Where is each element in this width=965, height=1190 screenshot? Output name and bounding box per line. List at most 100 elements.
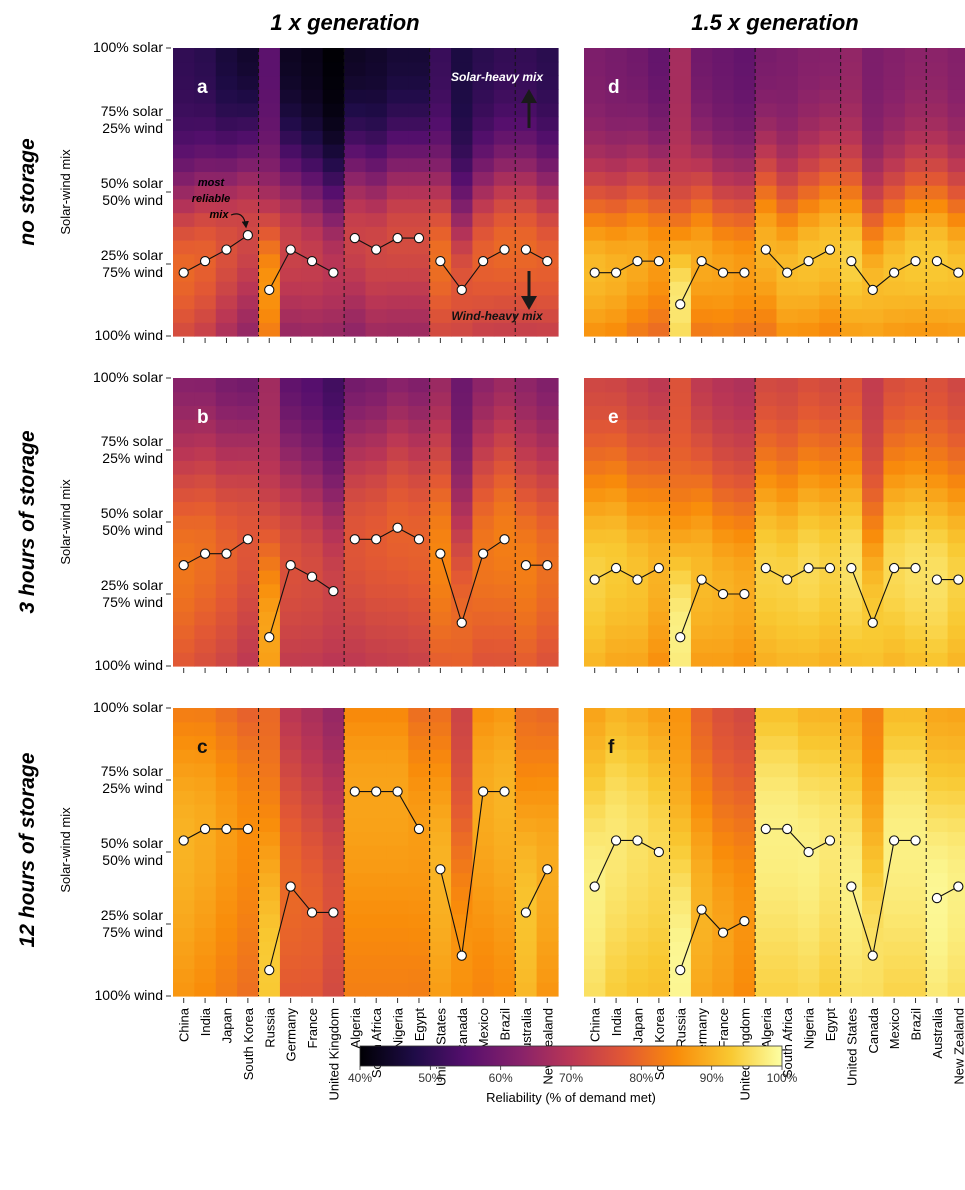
- heatmap-cell: [690, 515, 713, 530]
- heatmap-cell: [862, 378, 885, 393]
- optimal-mix-marker: [199, 823, 211, 835]
- heatmap-cell: [755, 638, 778, 653]
- heatmap-cell: [626, 281, 649, 296]
- heatmap-cell: [279, 391, 302, 407]
- heatmap-cell: [301, 542, 324, 557]
- heatmap-cell: [669, 941, 692, 956]
- heatmap-cell: [840, 708, 863, 723]
- heatmap-cell: [690, 790, 713, 805]
- heatmap-cell: [386, 968, 409, 983]
- heatmap-cell: [344, 487, 367, 503]
- heatmap-cell: [862, 570, 885, 585]
- heatmap-cell: [755, 954, 778, 970]
- heatmap-cell: [840, 776, 863, 791]
- optimal-mix-marker: [520, 244, 532, 255]
- heatmap-cell: [493, 267, 516, 282]
- heatmap-cell: [947, 171, 965, 186]
- heatmap-cell: [797, 322, 820, 337]
- heatmap-cell: [237, 735, 260, 750]
- optimal-mix-marker: [221, 244, 232, 255]
- heatmap-cell: [322, 872, 345, 887]
- heatmap-cell: [926, 804, 949, 819]
- heatmap-cell: [947, 185, 965, 200]
- heatmap-cell: [429, 144, 452, 159]
- heatmap-cell: [237, 61, 260, 77]
- heatmap-cell: [904, 130, 927, 145]
- heatmap-cell: [322, 886, 345, 901]
- heatmap-cell: [472, 831, 495, 846]
- heatmap-cell: [584, 556, 606, 571]
- heatmap-cell: [904, 501, 927, 516]
- heatmap-cell: [862, 556, 885, 571]
- heatmap-cell: [776, 954, 799, 970]
- heatmap-cell: [862, 708, 885, 723]
- heatmap-cell: [669, 419, 692, 434]
- heatmap-cell: [819, 968, 842, 983]
- heatmap-cell: [258, 48, 281, 63]
- heatmap-cell: [584, 240, 606, 255]
- optimal-mix-marker: [824, 835, 836, 846]
- heatmap-cell: [755, 157, 778, 173]
- heatmap-cell: [279, 102, 302, 118]
- heatmap-cell: [626, 294, 649, 310]
- heatmap-cell: [605, 308, 628, 323]
- heatmap-cell: [584, 913, 606, 929]
- heatmap-cell: [344, 583, 367, 599]
- heatmap-cell: [215, 968, 238, 983]
- heatmap-cell: [733, 391, 756, 407]
- heatmap-cell: [429, 941, 452, 956]
- heatmap-cell: [797, 130, 820, 145]
- heatmap-cell: [173, 419, 195, 434]
- heatmap-cell: [626, 790, 649, 805]
- optimal-mix-line: [354, 527, 420, 540]
- heatmap-cell: [365, 652, 388, 667]
- heatmap-cell: [712, 624, 735, 640]
- heatmap-cell: [584, 804, 606, 819]
- heatmap-cell: [605, 583, 628, 599]
- heatmap-cell: [408, 982, 431, 997]
- heatmap-cell: [797, 116, 820, 131]
- heatmap-cell: [690, 556, 713, 571]
- heatmap-cell: [733, 460, 756, 475]
- heatmap-cell: [279, 913, 302, 929]
- heatmap-cell: [947, 515, 965, 530]
- heatmap-cell: [584, 226, 606, 241]
- heatmap-cell: [755, 198, 778, 214]
- heatmap-cell: [797, 735, 820, 750]
- heatmap-cell: [408, 212, 431, 227]
- heatmap-cell: [797, 267, 820, 282]
- heatmap-cell: [904, 144, 927, 159]
- heatmap-cell: [947, 611, 965, 626]
- heatmap-cell: [648, 446, 671, 461]
- heatmap-cell: [883, 294, 906, 310]
- heatmap-cell: [797, 652, 820, 667]
- heatmap-cell: [797, 913, 820, 929]
- heatmap-cell: [322, 858, 345, 874]
- heatmap-cell: [515, 913, 538, 929]
- heatmap-cell: [712, 171, 735, 186]
- heatmap-cell: [926, 831, 949, 846]
- heatmap-cell: [344, 378, 367, 393]
- heatmap-cell: [840, 75, 863, 90]
- heatmap-cell: [733, 831, 756, 846]
- heatmap-cell: [904, 968, 927, 983]
- heatmap-cell: [947, 913, 965, 929]
- heatmap-cell: [669, 474, 692, 489]
- heatmap-cell: [755, 432, 778, 448]
- heatmap-cell: [301, 790, 324, 805]
- heatmap-cell: [648, 267, 671, 282]
- heatmap-cell: [386, 528, 409, 544]
- heatmap-cell: [605, 542, 628, 557]
- heatmap-cell: [626, 487, 649, 503]
- heatmap-cell: [712, 75, 735, 90]
- heatmap-cell: [493, 61, 516, 77]
- heatmap-cell: [258, 804, 281, 819]
- heatmap-cell: [862, 391, 885, 407]
- heatmap-cell: [669, 735, 692, 750]
- heatmap-cell: [215, 157, 238, 173]
- heatmap-cell: [279, 322, 302, 337]
- heatmap-cell: [883, 378, 906, 393]
- heatmap-cell: [584, 624, 606, 640]
- heatmap-cell: [301, 432, 324, 448]
- heatmap-cell: [926, 446, 949, 461]
